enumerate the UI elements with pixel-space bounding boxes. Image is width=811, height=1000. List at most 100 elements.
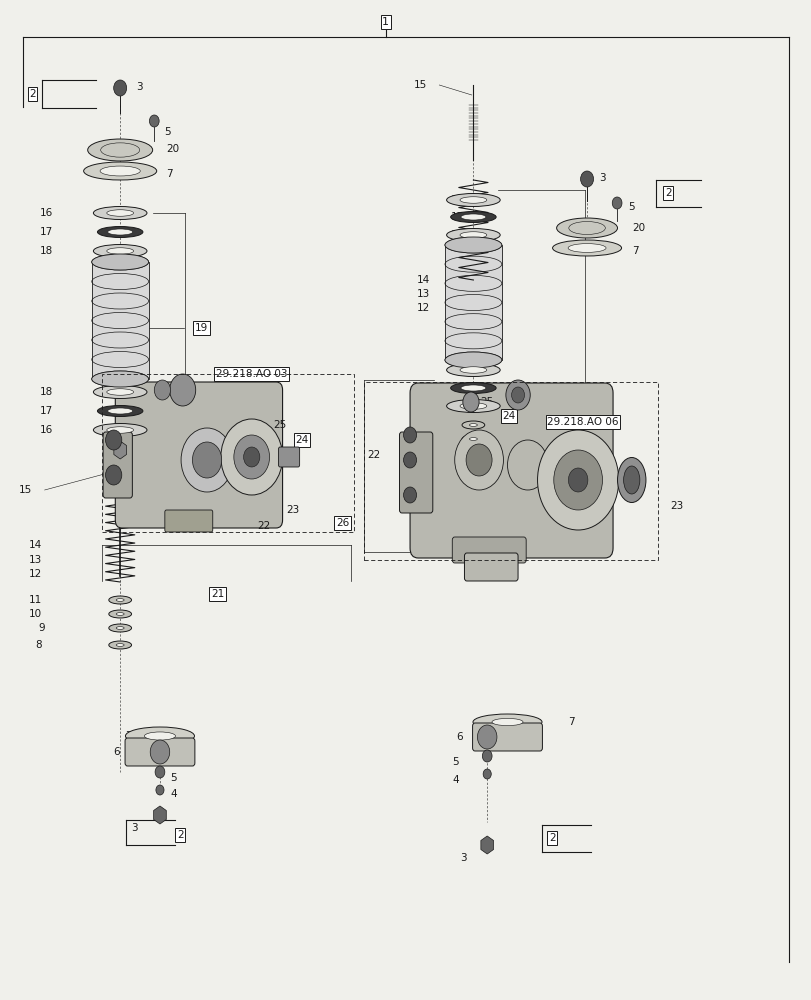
Circle shape xyxy=(156,785,164,795)
Ellipse shape xyxy=(84,162,157,180)
Ellipse shape xyxy=(93,244,147,257)
Circle shape xyxy=(154,380,170,400)
Text: 16: 16 xyxy=(450,195,463,205)
Text: 9: 9 xyxy=(423,448,430,458)
Circle shape xyxy=(462,392,478,412)
Circle shape xyxy=(403,452,416,468)
FancyBboxPatch shape xyxy=(399,432,432,513)
Text: 3: 3 xyxy=(136,82,143,92)
Text: 7: 7 xyxy=(568,717,574,727)
Ellipse shape xyxy=(616,458,646,502)
Circle shape xyxy=(483,769,491,779)
Ellipse shape xyxy=(461,421,484,429)
Circle shape xyxy=(155,766,165,778)
Circle shape xyxy=(482,750,491,762)
Circle shape xyxy=(192,442,221,478)
Ellipse shape xyxy=(469,452,477,454)
Text: 19: 19 xyxy=(195,323,208,333)
Ellipse shape xyxy=(459,403,487,409)
Text: 20: 20 xyxy=(632,223,645,233)
Text: 23: 23 xyxy=(669,501,682,511)
Ellipse shape xyxy=(459,197,487,203)
Text: 18: 18 xyxy=(450,365,463,375)
Ellipse shape xyxy=(459,367,487,373)
FancyBboxPatch shape xyxy=(472,723,542,751)
Ellipse shape xyxy=(116,613,124,615)
Text: 16: 16 xyxy=(450,401,463,411)
Circle shape xyxy=(511,387,524,403)
Circle shape xyxy=(568,468,587,492)
Text: 2: 2 xyxy=(29,89,36,99)
Text: 8: 8 xyxy=(423,465,430,475)
Text: 12: 12 xyxy=(29,569,42,579)
FancyBboxPatch shape xyxy=(125,738,195,766)
Text: 10: 10 xyxy=(29,609,42,619)
Ellipse shape xyxy=(107,248,133,254)
Text: 6: 6 xyxy=(114,747,120,757)
Ellipse shape xyxy=(469,469,477,471)
Text: 17: 17 xyxy=(40,406,53,416)
Text: 12: 12 xyxy=(417,303,430,313)
Ellipse shape xyxy=(551,240,621,256)
Circle shape xyxy=(105,430,122,450)
Text: 24: 24 xyxy=(502,411,515,421)
Ellipse shape xyxy=(469,438,477,440)
Ellipse shape xyxy=(126,727,195,745)
Ellipse shape xyxy=(92,371,148,387)
Ellipse shape xyxy=(107,427,133,433)
Text: 18: 18 xyxy=(450,230,463,240)
Text: 18: 18 xyxy=(40,387,53,397)
Text: 4: 4 xyxy=(170,789,177,799)
Circle shape xyxy=(611,197,621,209)
Ellipse shape xyxy=(461,385,485,391)
Text: 25: 25 xyxy=(480,397,493,407)
Circle shape xyxy=(149,115,159,127)
Circle shape xyxy=(454,430,503,490)
FancyBboxPatch shape xyxy=(444,245,501,360)
Ellipse shape xyxy=(107,389,133,395)
Text: 16: 16 xyxy=(40,208,53,218)
Ellipse shape xyxy=(108,229,132,235)
Ellipse shape xyxy=(568,244,605,252)
Text: 2: 2 xyxy=(548,833,555,843)
Text: 4: 4 xyxy=(452,775,458,785)
Ellipse shape xyxy=(450,382,496,393)
Ellipse shape xyxy=(461,435,484,443)
Text: 9: 9 xyxy=(38,623,45,633)
Text: 22: 22 xyxy=(367,450,380,460)
Text: 20: 20 xyxy=(166,144,179,154)
Ellipse shape xyxy=(444,352,501,368)
Text: 3: 3 xyxy=(460,853,466,863)
Text: 15: 15 xyxy=(19,485,32,495)
Circle shape xyxy=(243,447,260,467)
Text: 8: 8 xyxy=(36,640,42,650)
Ellipse shape xyxy=(446,229,500,241)
Ellipse shape xyxy=(93,424,147,436)
Text: 6: 6 xyxy=(456,732,462,742)
Circle shape xyxy=(507,440,547,490)
Ellipse shape xyxy=(459,232,487,238)
Ellipse shape xyxy=(444,237,501,253)
Text: 22: 22 xyxy=(257,521,270,531)
Ellipse shape xyxy=(107,210,133,216)
Ellipse shape xyxy=(623,466,639,494)
Ellipse shape xyxy=(109,610,131,618)
Text: 29.218.AO 03: 29.218.AO 03 xyxy=(216,369,287,379)
Ellipse shape xyxy=(446,363,500,376)
Ellipse shape xyxy=(92,254,148,270)
Ellipse shape xyxy=(461,449,484,457)
Ellipse shape xyxy=(88,139,152,161)
Text: 24: 24 xyxy=(295,435,308,445)
FancyBboxPatch shape xyxy=(410,383,612,558)
Ellipse shape xyxy=(93,207,147,220)
Ellipse shape xyxy=(556,218,617,238)
Text: 7: 7 xyxy=(125,731,131,741)
Text: 2: 2 xyxy=(664,188,671,198)
Circle shape xyxy=(477,725,496,749)
Ellipse shape xyxy=(461,466,484,474)
Circle shape xyxy=(580,171,593,187)
Circle shape xyxy=(114,80,127,96)
Text: 3: 3 xyxy=(131,823,138,833)
Text: 11: 11 xyxy=(29,595,42,605)
Ellipse shape xyxy=(100,166,140,176)
